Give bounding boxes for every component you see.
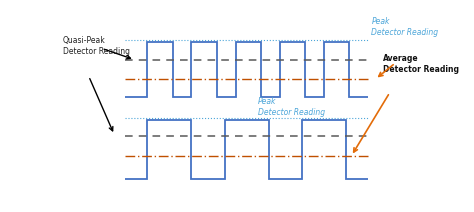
Text: Peak
Detector Reading: Peak Detector Reading xyxy=(372,17,438,37)
Text: Average
Detector Reading: Average Detector Reading xyxy=(383,54,458,74)
Text: Quasi-Peak
Detector Reading: Quasi-Peak Detector Reading xyxy=(63,36,130,56)
Text: Peak
Detector Reading: Peak Detector Reading xyxy=(258,97,325,117)
